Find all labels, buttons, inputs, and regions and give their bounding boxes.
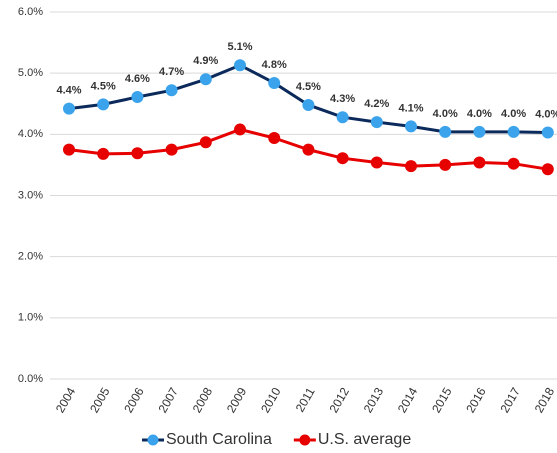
data-point <box>405 160 417 173</box>
data-point <box>63 102 75 115</box>
x-tick-label: 2004 <box>53 385 79 415</box>
data-point <box>541 163 554 176</box>
data-point <box>336 111 349 124</box>
data-point <box>199 73 212 86</box>
x-tick-label: 2012 <box>326 385 352 415</box>
y-tick-label: 6.0% <box>18 6 43 18</box>
data-point <box>165 143 178 156</box>
data-point <box>507 157 520 170</box>
data-point <box>97 147 110 160</box>
data-point <box>199 136 212 149</box>
data-label: 4.0% <box>433 108 458 120</box>
data-label: 4.6% <box>125 73 150 85</box>
y-tick-label: 0.0% <box>18 373 43 385</box>
data-point <box>131 147 144 160</box>
data-label: 4.0% <box>467 108 492 120</box>
x-tick-label: 2014 <box>395 385 421 415</box>
legend-label: U.S. average <box>318 431 411 448</box>
y-tick-label: 4.0% <box>18 128 43 140</box>
data-point <box>439 158 452 171</box>
data-point <box>97 98 110 111</box>
data-label: 4.0% <box>535 108 557 120</box>
data-point <box>302 143 315 156</box>
data-point <box>268 76 281 89</box>
data-point <box>165 84 178 97</box>
data-label: 4.0% <box>501 108 526 120</box>
data-label: 4.3% <box>330 93 355 105</box>
data-point <box>234 123 246 136</box>
x-tick-label: 2011 <box>293 385 318 415</box>
data-point <box>370 116 383 129</box>
data-point <box>541 126 554 139</box>
x-tick-label: 2017 <box>497 385 523 415</box>
y-tick-label: 5.0% <box>18 67 43 79</box>
data-label: 4.2% <box>364 98 389 110</box>
x-tick-label: 2013 <box>361 385 387 415</box>
data-label: 4.8% <box>262 59 287 71</box>
y-tick-label: 1.0% <box>18 312 43 324</box>
data-point <box>405 120 417 133</box>
data-label: 4.7% <box>159 66 184 78</box>
data-point <box>268 132 281 145</box>
data-point <box>234 59 246 72</box>
data-point <box>336 152 349 165</box>
x-tick-label: 2016 <box>463 385 489 415</box>
x-tick-label: 2008 <box>190 385 216 415</box>
x-tick-label: 2006 <box>121 385 147 415</box>
data-label: 4.1% <box>398 102 423 114</box>
legend-marker <box>147 434 159 446</box>
x-tick-label: 2010 <box>258 385 284 415</box>
data-point <box>473 156 486 169</box>
y-tick-label: 2.0% <box>18 251 43 263</box>
data-label: 5.1% <box>227 41 252 53</box>
x-tick-label: 2009 <box>224 385 250 415</box>
data-point <box>370 156 383 169</box>
y-tick-label: 3.0% <box>18 189 43 201</box>
data-point <box>473 125 486 138</box>
data-point <box>302 98 315 111</box>
data-point <box>507 125 520 138</box>
legend-marker <box>299 434 311 446</box>
x-tick-label: 2018 <box>532 385 557 415</box>
data-point <box>63 143 75 156</box>
data-point <box>439 125 452 138</box>
x-tick-label: 2007 <box>155 385 181 415</box>
data-label: 4.5% <box>296 81 321 93</box>
x-tick-label: 2005 <box>87 385 113 415</box>
data-point <box>131 91 144 104</box>
legend-label: South Carolina <box>166 431 272 448</box>
data-label: 4.5% <box>91 80 116 92</box>
x-tick-label: 2015 <box>429 385 455 415</box>
data-label: 4.9% <box>193 55 218 67</box>
data-label: 4.4% <box>56 85 81 97</box>
